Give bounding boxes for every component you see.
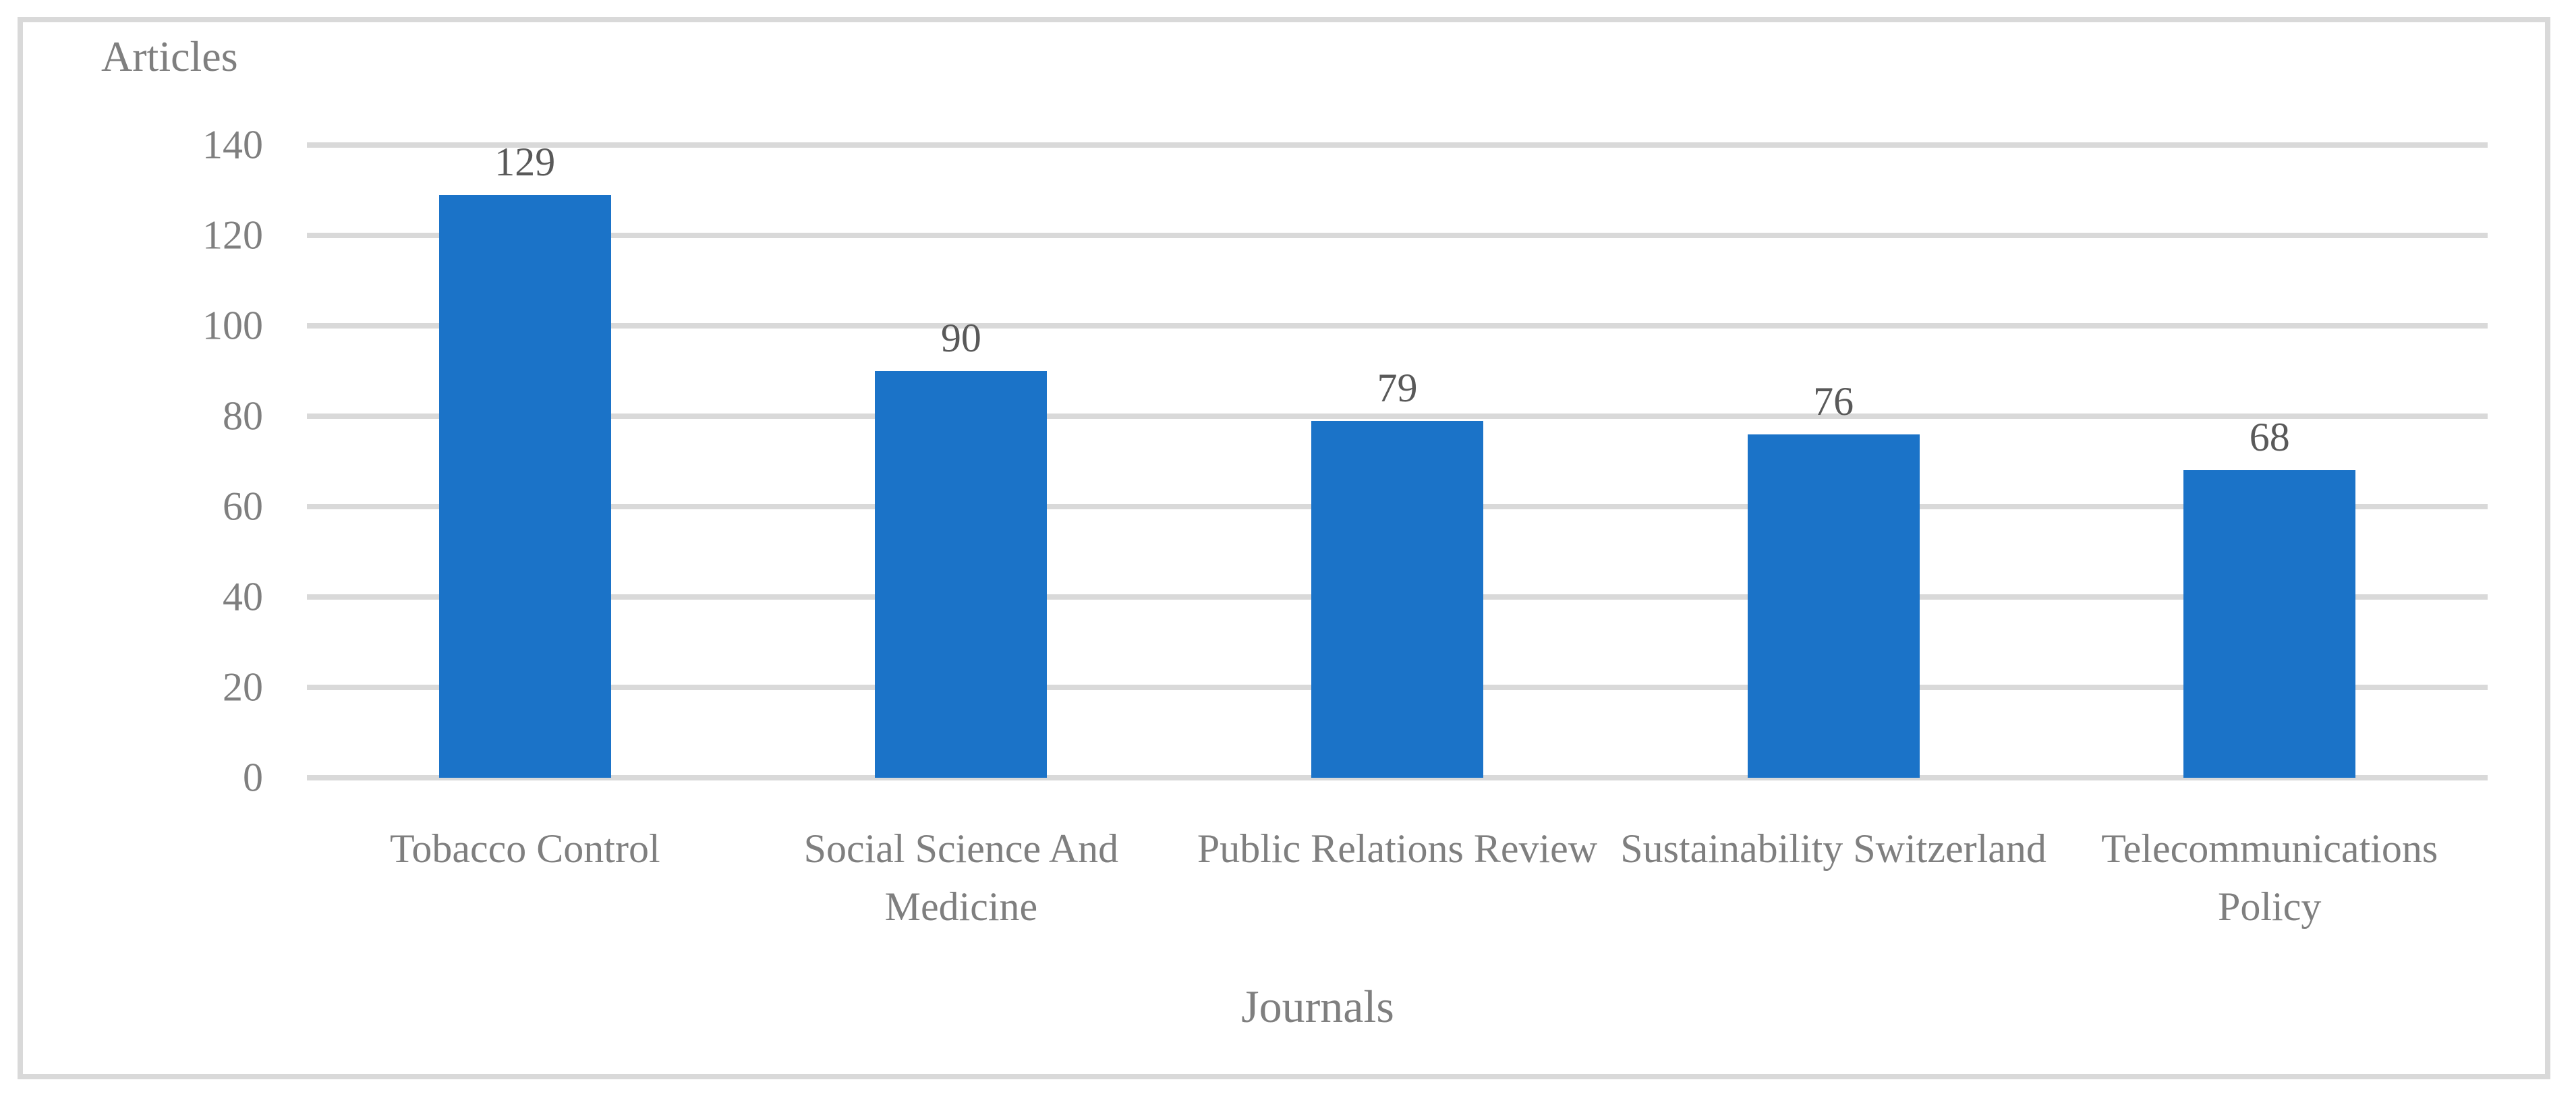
y-tick-label: 140 — [202, 122, 263, 167]
category-label: Sustainability Switzerland — [1620, 826, 2047, 871]
bar — [2183, 470, 2356, 778]
y-axis-title: Articles — [101, 32, 238, 80]
x-axis-title: Journals — [1241, 981, 1394, 1032]
category-label: Telecommunications Policy — [2101, 826, 2438, 929]
y-tick-label: 80 — [223, 393, 263, 438]
y-tick-label: 60 — [223, 484, 263, 529]
bar — [875, 371, 1048, 778]
bar-value-label: 129 — [494, 139, 556, 184]
gridline — [307, 233, 2488, 238]
gridline — [307, 142, 2488, 148]
gridline — [307, 323, 2488, 329]
gridline — [307, 414, 2488, 419]
bar-value-label: 68 — [2249, 415, 2290, 460]
x-axis-baseline — [307, 775, 2488, 780]
plot-area: 0 20 40 60 80 100 120 140 129 90 79 76 68 Tobacco C… — [202, 123, 2488, 929]
y-tick-label: 0 — [243, 755, 263, 800]
category-label: Public Relations Review — [1197, 826, 1598, 871]
bar — [1311, 420, 1483, 778]
bar-value-label: 79 — [1377, 365, 1418, 410]
category-label: Social Science And Medicine — [803, 826, 1119, 929]
bar — [438, 194, 611, 778]
y-tick-label: 100 — [202, 303, 263, 348]
bar-value-label: 90 — [940, 316, 981, 360]
category-label: Tobacco Control — [389, 826, 660, 871]
bar — [1747, 434, 1920, 778]
y-tick-label: 120 — [202, 212, 263, 258]
bar-value-label: 76 — [1813, 378, 1854, 424]
y-tick-label: 40 — [223, 574, 263, 619]
chart-frame: Articles 0 20 40 60 80 100 120 140 129 90 79 76 68 … — [18, 17, 2550, 1079]
y-tick-label: 20 — [223, 664, 263, 710]
